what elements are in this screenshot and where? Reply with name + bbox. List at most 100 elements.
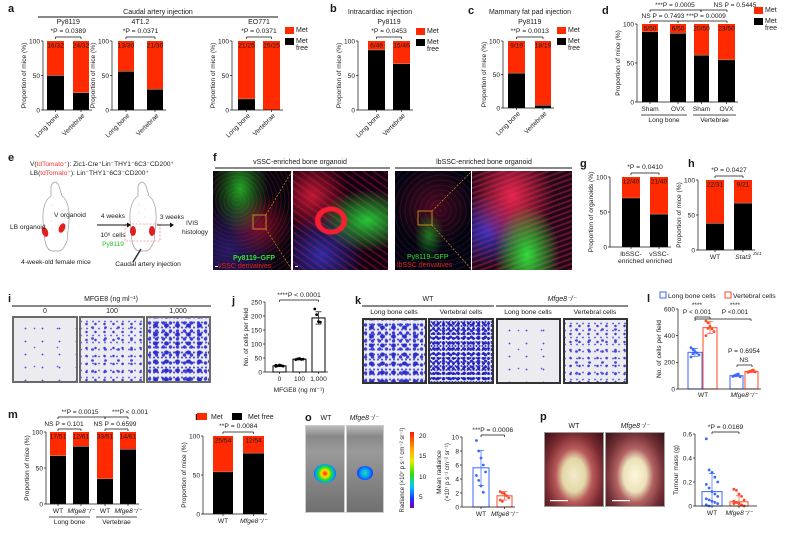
count-label: 24/32: [73, 43, 90, 50]
tumour-image-wt: [544, 432, 604, 507]
genotype-text: ): Zic1-Cre⁺Lin⁻THY1⁻6C3⁻CD200⁺: [67, 161, 174, 168]
transwell-image-mfge8-100: [79, 316, 145, 383]
x-tick-label: WT: [476, 511, 486, 518]
y-tick-label: 100: [623, 21, 634, 28]
y-tick-label: 50: [222, 73, 230, 80]
bar-segment-met-free: [97, 478, 113, 504]
bar-segment-met: [508, 41, 525, 74]
x-tick-label: Sham: [693, 106, 711, 113]
bar-segment-met: [368, 41, 385, 50]
bar-segment-met: [706, 180, 724, 224]
data-point: [498, 498, 502, 502]
legend-label: Met free: [296, 37, 309, 52]
lb-organoid-implant: [41, 227, 49, 237]
count-label: 15/46: [393, 43, 410, 50]
p-value-annotation: ***P < 0.001: [112, 409, 148, 416]
y-axis-label: No. of cells per field: [243, 308, 250, 366]
bar-mean: [744, 370, 759, 390]
y-tick-label: 0: [105, 107, 109, 114]
p-value-annotation: **P = 0.0015: [61, 409, 98, 416]
y-axis-label-units: (×10⁷ p s⁻¹ cm⁻² sr⁻¹): [444, 443, 451, 501]
y-tick-label: 100: [189, 433, 200, 440]
count-label: 13/30: [118, 43, 135, 50]
data-point: [689, 346, 693, 350]
genotype-text: tdTomato⁺: [40, 170, 71, 177]
data-point: [707, 486, 711, 490]
cell-line-label: Py8119: [102, 241, 124, 248]
annotation-text: 10⁶ cells: [100, 232, 126, 239]
data-point: [500, 491, 504, 495]
x-tick-label: 100: [294, 376, 305, 383]
data-point: [301, 357, 305, 361]
x-tick-label: Long bone: [355, 112, 382, 139]
syringe-icon: [132, 248, 142, 263]
panel-title: Caudal artery injection: [123, 9, 193, 16]
y-tick-label: 50: [348, 73, 356, 80]
p-value-annotation: NS P = 0.5445: [714, 2, 757, 9]
bar-segment-met: [650, 177, 668, 215]
y-tick-label: 0: [39, 501, 43, 508]
y-tick-label: 0: [603, 244, 607, 251]
genotype-line-lb: LB(tdTomato⁺): Lin⁻THY1⁻6C3⁻CD200⁺: [30, 170, 149, 177]
legend-label: Met free: [248, 414, 274, 421]
y-tick-label: 250: [251, 299, 262, 306]
p-value-annotation: *P = 0.0371: [123, 28, 159, 35]
y-axis-label: Proportion of mice (%): [481, 42, 488, 108]
ivis-image-wt: [305, 425, 345, 513]
bar-segment-met: [734, 180, 752, 204]
bar-segment-met: [718, 24, 735, 60]
data-point: [500, 500, 504, 503]
x-tick-label: Long bone: [225, 112, 252, 139]
scale-bar: [295, 266, 298, 267]
p-value-annotation: NS: [739, 357, 749, 364]
data-point: [751, 368, 755, 372]
y-tick-label: 6: [455, 462, 459, 469]
panel-label-l: l: [647, 293, 650, 305]
chart-title: Py8119: [518, 19, 541, 26]
condition-axis-title: MFGE8 (ng ml⁻¹): [84, 296, 138, 303]
y-tick-label: 150: [251, 327, 262, 334]
legend-swatch-met-free: [232, 413, 242, 420]
y-tick-label: 0: [496, 105, 500, 112]
data-point: [498, 490, 502, 493]
legend-label: Met free: [765, 17, 778, 32]
cell-type-label: Long bone cells: [504, 309, 552, 316]
mouse-fur-dot: [51, 220, 53, 222]
bar-segment-met: [147, 41, 163, 90]
p-value-annotation: *P = 0.0389: [50, 28, 86, 35]
bar-segment-met-free: [73, 92, 89, 110]
data-point: [738, 375, 742, 379]
x-tick-label: Vertebrae: [61, 112, 86, 137]
data-point: [318, 320, 322, 324]
y-tick-label: 50: [688, 212, 696, 219]
legend-swatch-met: [285, 27, 294, 34]
image-group-title: vSSC-enriched bone organoid: [253, 159, 347, 166]
data-point: [693, 350, 697, 354]
y-tick-label: 0: [196, 511, 200, 518]
transwell-image-mfge8-0: [12, 316, 78, 383]
legend-swatch-met: [416, 28, 425, 35]
y-axis-label: Proportion of mice (%): [24, 435, 31, 501]
panel-label-m: m: [8, 409, 18, 421]
data-point: [708, 324, 712, 328]
mouse-fur-dot: [144, 224, 146, 226]
x-tick-label-superscript: Zic1: [752, 251, 762, 256]
mouse-fur-dot: [144, 232, 146, 234]
y-tick-label: 100: [596, 174, 607, 181]
p-value-annotation: *P = 0.0410: [627, 164, 663, 171]
data-point: [713, 501, 717, 504]
y-tick-label: 0.6: [683, 431, 692, 438]
count-label: 20/50: [693, 26, 710, 33]
data-point: [281, 364, 285, 368]
legend-label: Long bone cells: [668, 293, 716, 300]
x-tick-label: Mfge8⁻/⁻: [491, 511, 519, 518]
zoom-region-box: [252, 214, 267, 230]
data-point: [274, 363, 278, 367]
legend-label: Met: [568, 26, 580, 34]
y-tick-label: 8: [455, 448, 459, 455]
y-axis-label: Proportion of organoids (%): [588, 172, 595, 253]
cell-type-label: Vertebral cells: [440, 309, 483, 316]
p-value-annotation: NS P = 0.7493: [642, 13, 685, 20]
scale-bar: [215, 266, 218, 267]
y-tick-label: 50: [493, 72, 501, 79]
